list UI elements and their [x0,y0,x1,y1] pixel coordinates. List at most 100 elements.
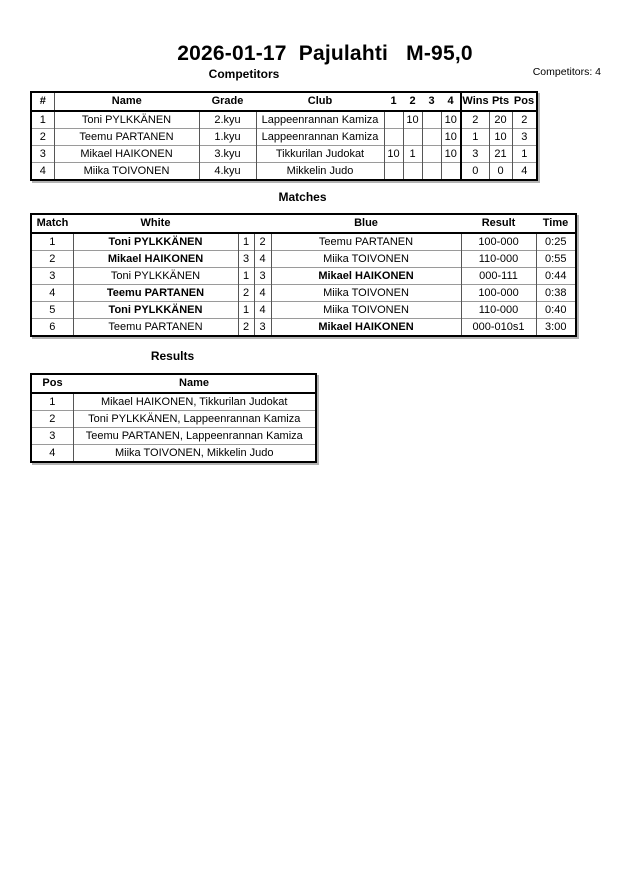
score-vs-1 [383,162,403,180]
competitor-pos: 3 [511,128,537,146]
blue-name: Miika TOIVONEN [270,250,461,268]
results-table: Pos Name 1 Mikael HAIKONEN, Tikkurilan J… [30,373,317,463]
result-name: Teemu PARTANEN, Lappeenrannan Kamiza [72,427,316,445]
white-name: Toni PYLKKÄNEN [72,301,238,319]
competitor-wins: 3 [460,145,489,163]
match-number: 6 [31,318,73,336]
white-competitor-number: 2 [237,284,254,302]
competitor-pts: 10 [488,128,512,146]
results-header-row: Pos Name [31,374,316,394]
match-number: 3 [31,267,73,285]
score-vs-3 [421,145,441,163]
competitor-number: 2 [31,128,54,146]
header-name: Name [73,374,316,394]
matches-header-row: Match White Blue Result Time [31,214,576,234]
match-row: 3 Toni PYLKKÄNEN 1 3 Mikael HAIKONEN 000… [31,267,576,285]
score-vs-4: 10 [440,145,461,163]
match-row: 1 Toni PYLKKÄNEN 1 2 Teemu PARTANEN 100-… [31,232,576,251]
header-opponent-4: 4 [441,92,461,112]
header-opponent-2: 2 [403,92,422,112]
white-name: Mikael HAIKONEN [72,250,238,268]
score-vs-1 [383,128,403,146]
white-name: Toni PYLKKÄNEN [72,232,238,251]
header-name: Name [53,92,199,112]
result-row: 1 Mikael HAIKONEN, Tikkurilan Judokat [31,392,316,411]
competitor-wins: 0 [460,162,489,180]
match-result: 110-000 [460,301,536,319]
competitor-wins: 1 [460,128,489,146]
blue-name: Mikael HAIKONEN [270,267,461,285]
header-opponent-3: 3 [422,92,441,112]
score-vs-4 [440,162,461,180]
result-pos: 3 [31,427,73,445]
white-name: Teemu PARTANEN [72,318,238,336]
competitor-club: Lappeenrannan Kamiza [255,128,384,146]
match-row: 4 Teemu PARTANEN 2 4 Miika TOIVONEN 100-… [31,284,576,302]
competitors-count: Competitors: 4 [532,66,601,78]
competitor-grade: 4.kyu [198,162,256,180]
competitor-name: Miika TOIVONEN [53,162,199,180]
header-time: Time [536,214,576,234]
competitor-pts: 20 [488,110,512,129]
competitor-number: 1 [31,110,54,129]
competitor-grade: 1.kyu [198,128,256,146]
matches-table: Match White Blue Result Time 1 Toni PYLK… [30,213,577,337]
score-vs-3 [421,162,441,180]
match-row: 6 Teemu PARTANEN 2 3 Mikael HAIKONEN 000… [31,318,576,336]
match-number: 2 [31,250,73,268]
matches-section: Match White Blue Result Time 1 Toni PYLK… [30,213,577,337]
competitor-number: 3 [31,145,54,163]
match-number: 5 [31,301,73,319]
white-competitor-number: 1 [237,267,254,285]
blue-competitor-number: 4 [253,250,271,268]
match-number: 4 [31,284,73,302]
score-vs-4: 10 [440,128,461,146]
score-vs-1 [383,110,403,129]
white-name: Teemu PARTANEN [72,284,238,302]
match-result: 100-000 [460,232,536,251]
blue-name: Mikael HAIKONEN [270,318,461,336]
competitor-pts: 21 [488,145,512,163]
result-pos: 4 [31,444,73,462]
header-wins: Wins [460,92,489,112]
result-name: Toni PYLKKÄNEN, Lappeenrannan Kamiza [72,410,316,428]
result-name: Miika TOIVONEN, Mikkelin Judo [72,444,316,462]
header-pts: Pts [489,92,512,112]
competitor-number: 4 [31,162,54,180]
match-time: 0:44 [535,267,576,285]
match-time: 0:55 [535,250,576,268]
competitor-name: Mikael HAIKONEN [53,145,199,163]
match-time: 3:00 [535,318,576,336]
competitors-heading: Competitors [208,67,280,81]
result-pos: 2 [31,410,73,428]
score-vs-1: 10 [383,145,403,163]
blue-competitor-number: 3 [253,267,271,285]
blue-competitor-number: 4 [253,301,271,319]
match-result: 100-000 [460,284,536,302]
competitor-pos: 1 [511,145,537,163]
page-title: 2026-01-17 Pajulahti M-95,0 [177,42,473,65]
header-grade: Grade [199,92,256,112]
header-pos: Pos [512,92,537,112]
competitor-pos: 4 [511,162,537,180]
competitor-row: 3 Mikael HAIKONEN 3.kyu Tikkurilan Judok… [31,145,537,163]
header-white-number [238,214,254,234]
competitor-grade: 2.kyu [198,110,256,129]
header-match: Match [31,214,73,234]
blue-competitor-number: 3 [253,318,271,336]
result-name: Mikael HAIKONEN, Tikkurilan Judokat [72,392,316,411]
competitors-table: # Name Grade Club 1 2 3 4 Wins Pts Pos 1… [30,91,538,181]
white-competitor-number: 3 [237,250,254,268]
blue-competitor-number: 4 [253,284,271,302]
score-vs-3 [421,110,441,129]
matches-heading: Matches [278,190,327,204]
header-opponent-1: 1 [384,92,403,112]
match-row: 5 Toni PYLKKÄNEN 1 4 Miika TOIVONEN 110-… [31,301,576,319]
score-vs-2 [402,128,422,146]
blue-name: Miika TOIVONEN [270,301,461,319]
competitors-header-row: # Name Grade Club 1 2 3 4 Wins Pts Pos [31,92,537,112]
score-vs-3 [421,128,441,146]
blue-name: Miika TOIVONEN [270,284,461,302]
competitor-name: Teemu PARTANEN [53,128,199,146]
competitor-row: 4 Miika TOIVONEN 4.kyu Mikkelin Judo 0 0… [31,162,537,180]
